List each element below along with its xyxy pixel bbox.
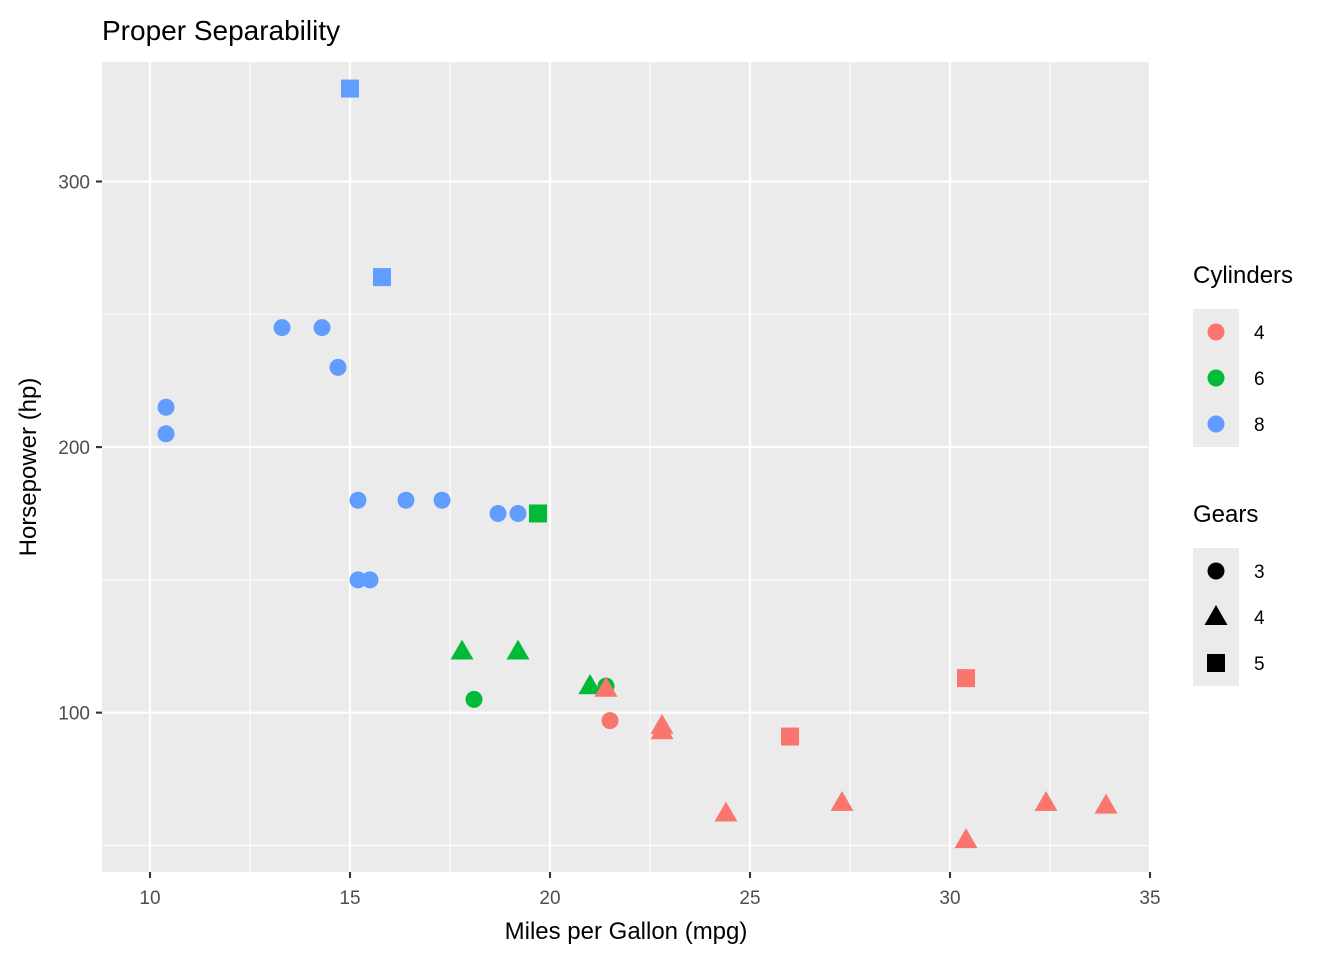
data-point (781, 727, 799, 746)
data-point (157, 398, 175, 416)
x-tick-label: 10 (139, 888, 160, 909)
data-point (313, 319, 331, 337)
x-tick-label: 25 (739, 888, 760, 909)
data-point (594, 676, 618, 697)
data-point (830, 791, 854, 811)
data-point (1094, 793, 1118, 814)
data-point (506, 639, 530, 660)
data-point (341, 79, 359, 98)
chart-title: Proper Separability (102, 15, 340, 46)
y-tick-label: 100 (58, 704, 90, 725)
plot-panel (102, 62, 1150, 872)
data-point (1034, 791, 1058, 811)
data-point (349, 571, 367, 589)
data-point (157, 425, 175, 443)
data-points (157, 79, 1118, 849)
data-point (578, 674, 602, 695)
data-point (361, 571, 379, 589)
data-point (601, 712, 619, 730)
legend-gears: Gears 3 4 5 (1193, 501, 1265, 686)
x-tick-label: 20 (539, 888, 560, 909)
x-tick-label: 35 (1139, 888, 1160, 909)
legend-title: Cylinders (1193, 262, 1293, 289)
data-point (433, 491, 451, 509)
x-tick-label: 30 (939, 888, 960, 909)
legend-label: 4 (1254, 323, 1265, 344)
x-tick-label: 15 (339, 888, 360, 909)
y-tick-label: 300 (58, 173, 90, 194)
data-point (714, 801, 738, 822)
data-point (397, 491, 415, 509)
legend-label: 3 (1254, 562, 1265, 583)
data-point (373, 268, 391, 287)
legend-cylinders: Cylinders 4 6 8 (1193, 262, 1293, 447)
y-tick-label: 200 (58, 438, 90, 459)
data-point (465, 690, 483, 708)
data-point (529, 504, 547, 523)
legend-key (1207, 369, 1225, 387)
legend-key (1207, 415, 1225, 433)
axes: 10 15 20 25 30 35 100 200 300 (58, 173, 1160, 909)
data-point (509, 504, 527, 522)
legend-key (1207, 323, 1225, 341)
x-axis-title: Miles per Gallon (mpg) (505, 918, 748, 945)
data-point (273, 319, 291, 337)
legend-key (1204, 605, 1228, 625)
legend-label: 6 (1254, 369, 1265, 390)
legend-label: 4 (1254, 608, 1265, 629)
data-point (954, 828, 978, 849)
data-point (957, 669, 975, 688)
data-point (489, 504, 507, 522)
legend-label: 5 (1254, 654, 1265, 675)
data-point (450, 639, 474, 660)
data-point (349, 491, 367, 509)
data-point (329, 358, 347, 376)
gridlines (102, 62, 1152, 872)
y-axis-title: Horsepower (hp) (15, 378, 42, 557)
legend-title: Gears (1193, 501, 1258, 528)
legend-key (1207, 654, 1225, 672)
legend-key (1207, 562, 1225, 580)
data-point (650, 713, 674, 734)
legend-label: 8 (1254, 415, 1265, 436)
